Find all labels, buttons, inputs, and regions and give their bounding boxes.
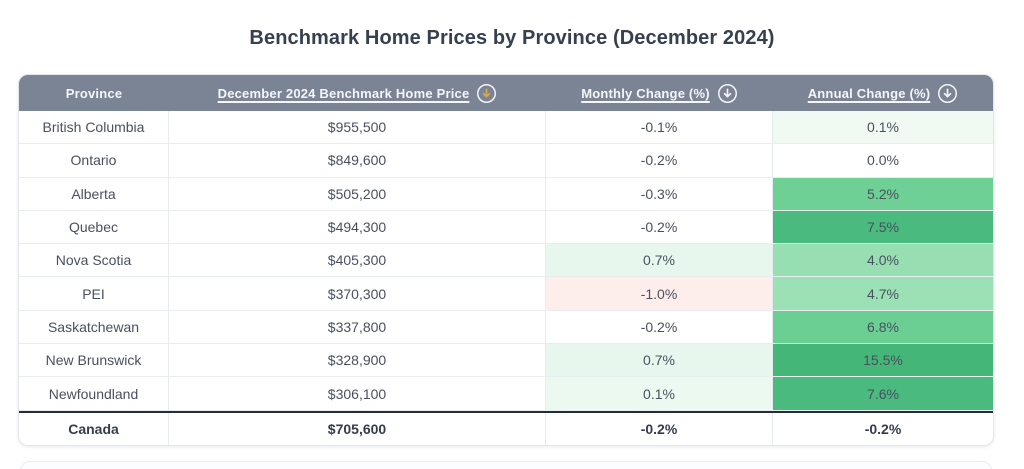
cell-province: British Columbia bbox=[19, 111, 169, 144]
sort-descending-icon[interactable] bbox=[937, 83, 958, 104]
column-header-province: Province bbox=[19, 75, 169, 111]
cell-province: New Brunswick bbox=[19, 344, 169, 377]
cell-annual-change: 7.6% bbox=[773, 377, 993, 410]
cell-price: $955,500 bbox=[169, 111, 546, 144]
cell-monthly-change: 0.7% bbox=[546, 244, 773, 277]
cell-annual-change: 4.7% bbox=[773, 277, 993, 310]
column-header-label: Monthly Change (%) bbox=[581, 85, 710, 101]
cell-price: $328,900 bbox=[169, 344, 546, 377]
cell-annual-change: -0.2% bbox=[864, 420, 902, 437]
column-header-label: Province bbox=[65, 85, 123, 101]
cell-monthly-change: 0.7% bbox=[546, 344, 773, 377]
column-header-annual-change[interactable]: Annual Change (%) bbox=[773, 75, 993, 111]
cell-province: Nova Scotia bbox=[19, 244, 169, 277]
cell-monthly-change: -0.2% bbox=[546, 310, 773, 344]
cell-monthly-change: -0.2% bbox=[546, 210, 773, 244]
cell-province: Ontario bbox=[19, 144, 169, 177]
table-row: New Brunswick $328,900 0.7% 15.5% bbox=[19, 344, 993, 378]
cell-province: Newfoundland bbox=[19, 377, 169, 410]
table-row: Nova Scotia $405,300 0.7% 4.0% bbox=[19, 244, 993, 278]
column-header-label: Annual Change (%) bbox=[807, 85, 931, 101]
table-row: Newfoundland $306,100 0.1% 7.6% bbox=[19, 377, 993, 411]
cell-monthly-change: -0.1% bbox=[546, 111, 773, 144]
cell-annual-change: 4.0% bbox=[773, 244, 993, 277]
cell-province: Quebec bbox=[19, 210, 169, 244]
cell-price: $705,600 bbox=[169, 412, 546, 445]
table-row: Alberta $505,200 -0.3% 5.2% bbox=[19, 177, 993, 211]
cell-monthly-change: -1.0% bbox=[546, 277, 773, 310]
cell-annual-change: 7.5% bbox=[773, 210, 993, 244]
benchmark-home-prices-table: Province December 2024 Benchmark Home Pr… bbox=[18, 74, 994, 446]
cell-monthly-change: -0.2% bbox=[546, 144, 773, 177]
table-row: British Columbia $955,500 -0.1% 0.1% bbox=[19, 111, 993, 145]
cell-province: Alberta bbox=[19, 177, 169, 210]
cell-monthly-change: -0.2% bbox=[546, 412, 773, 445]
page-title: Benchmark Home Prices by Province (Decem… bbox=[249, 27, 775, 49]
table-row: Ontario $849,600 -0.2% 0.0% bbox=[19, 144, 993, 178]
cell-price: $306,100 bbox=[169, 377, 546, 410]
cell-province: Saskatchewan bbox=[19, 310, 169, 344]
cell-price: $405,300 bbox=[169, 244, 546, 277]
cell-monthly-change: 0.1% bbox=[546, 377, 773, 410]
cell-annual-change: 6.8% bbox=[773, 310, 993, 344]
table-row: PEI $370,300 -1.0% 4.7% bbox=[19, 277, 993, 311]
table-row: Saskatchewan $337,800 -0.2% 6.8% bbox=[19, 310, 993, 345]
cell-province: Canada bbox=[19, 412, 169, 445]
table-row-total-canada: Canada $705,600 -0.2% -0.2% bbox=[19, 410, 993, 445]
sort-descending-icon[interactable] bbox=[476, 83, 497, 104]
column-header-label: December 2024 Benchmark Home Price bbox=[217, 85, 470, 101]
cell-annual-change: 15.5% bbox=[773, 344, 993, 377]
cell-monthly-change: -0.3% bbox=[546, 177, 773, 210]
column-header-monthly-change[interactable]: Monthly Change (%) bbox=[546, 75, 773, 111]
column-header-benchmark-price[interactable]: December 2024 Benchmark Home Price bbox=[169, 75, 546, 111]
cell-price: $337,800 bbox=[169, 310, 546, 344]
cell-price: $849,600 bbox=[169, 144, 546, 177]
table-row: Quebec $494,300 -0.2% 7.5% bbox=[19, 210, 993, 245]
cell-province: PEI bbox=[19, 277, 169, 310]
cell-annual-change: 5.2% bbox=[773, 177, 993, 210]
next-section-panel bbox=[20, 461, 992, 469]
cell-annual-change: 0.1% bbox=[773, 111, 993, 144]
cell-price: $505,200 bbox=[169, 177, 546, 210]
cell-price: $494,300 bbox=[169, 210, 546, 244]
cell-annual-change: 0.0% bbox=[867, 152, 899, 169]
cell-price: $370,300 bbox=[169, 277, 546, 310]
sort-descending-icon[interactable] bbox=[717, 83, 738, 104]
table-header-row: Province December 2024 Benchmark Home Pr… bbox=[19, 75, 993, 111]
